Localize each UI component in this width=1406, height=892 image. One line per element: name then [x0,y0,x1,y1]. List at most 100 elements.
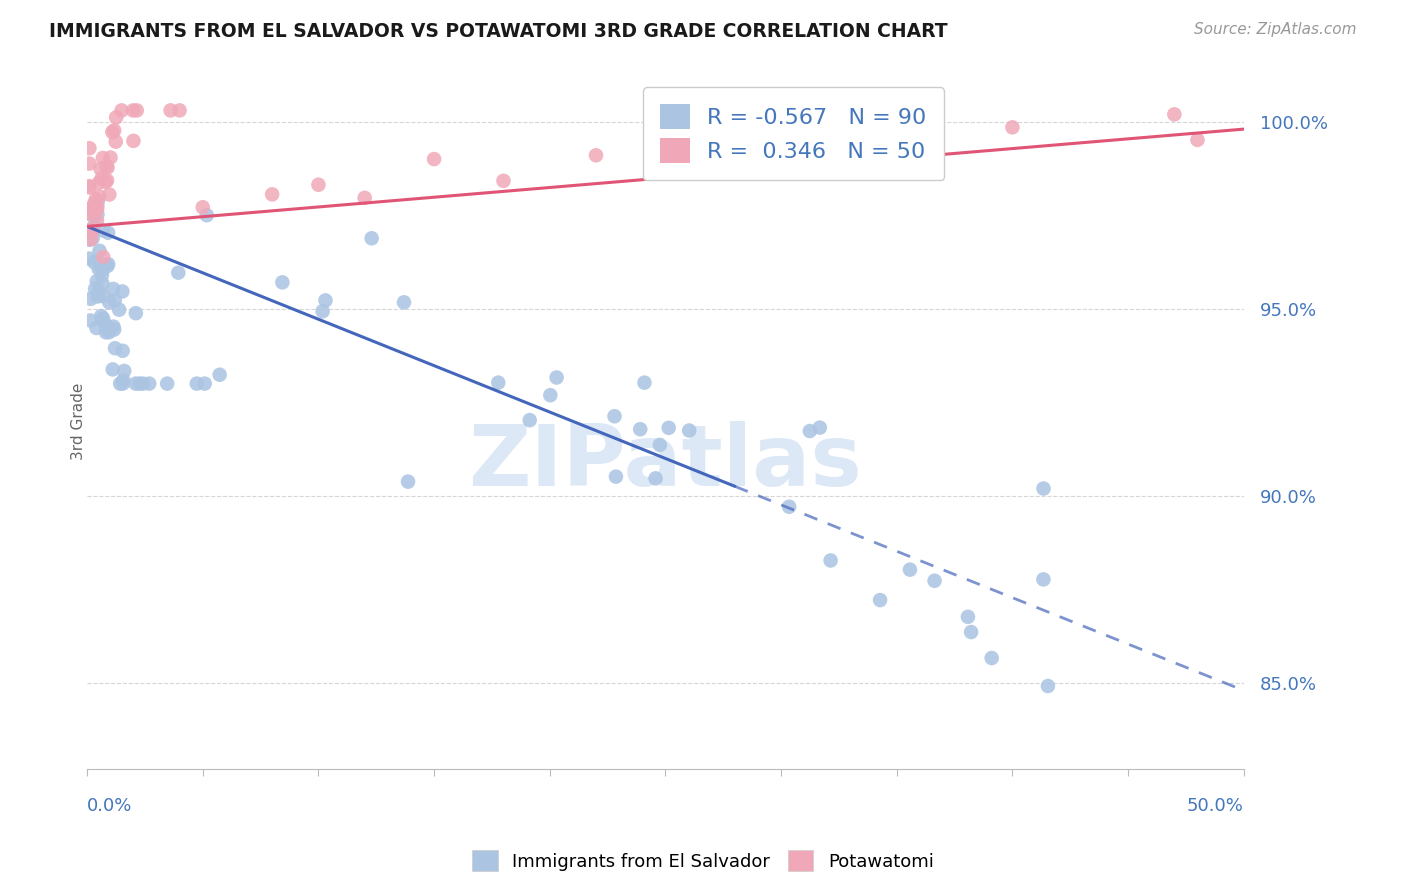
Point [91,311,114,326]
Point [396,475,419,489]
Point [167,266,190,280]
Point [104,341,127,355]
Point [86,202,108,217]
Point [898,563,921,577]
Point [111,343,134,358]
Point [546,370,568,384]
Point [87,261,110,276]
Text: ZIPatlas: ZIPatlas [468,421,862,504]
Point [101,125,124,139]
Text: IMMIGRANTS FROM EL SALVADOR VS POTAWATOMI 3RD GRADE CORRELATION CHART: IMMIGRANTS FROM EL SALVADOR VS POTAWATOM… [49,22,948,41]
Point [1187,133,1209,147]
Point [91,289,114,303]
Point [111,285,134,299]
Point [87,176,110,190]
Point [112,364,135,378]
Legend: R = -0.567   N = 90, R =  0.346   N = 50: R = -0.567 N = 90, R = 0.346 N = 50 [643,87,943,180]
Point [644,471,666,485]
Point [87,194,110,209]
Point [980,651,1002,665]
Point [1036,679,1059,693]
Point [124,376,146,391]
Point [1001,120,1024,135]
Point [98,187,121,202]
Point [122,134,145,148]
Point [103,319,125,334]
Point [112,373,135,387]
Point [1163,107,1185,121]
Point [628,422,651,436]
Point [138,376,160,391]
Point [486,376,509,390]
Point [778,500,800,514]
Point [191,200,214,214]
Point [91,277,114,291]
Point [603,409,626,424]
Point [700,156,723,170]
Point [108,376,131,391]
Point [111,103,134,118]
Point [186,376,208,391]
Point [103,282,125,296]
Point [956,609,979,624]
Point [89,189,111,203]
Point [94,326,117,340]
Point [799,424,821,438]
Point [79,156,101,170]
Point [86,321,108,335]
Point [353,191,375,205]
Point [585,148,607,162]
Point [808,420,831,434]
Point [103,322,125,336]
Point [79,252,101,266]
Point [101,362,124,376]
Point [94,259,117,273]
Point [538,388,561,402]
Point [262,187,284,202]
Point [605,469,627,483]
Point [98,295,121,310]
Y-axis label: 3rd Grade: 3rd Grade [72,383,86,459]
Point [79,179,101,194]
Point [83,196,105,211]
Point [960,625,983,640]
Point [195,208,218,222]
Point [820,553,842,567]
Point [1032,573,1054,587]
Point [633,376,655,390]
Point [90,258,112,272]
Point [91,313,114,327]
Point [79,204,101,219]
Point [79,206,101,220]
Point [108,302,131,317]
Point [128,376,150,391]
Point [97,257,120,271]
Point [678,424,700,438]
Point [86,207,108,221]
Point [122,103,145,118]
Point [169,103,191,118]
Point [96,160,118,174]
Point [83,255,105,269]
Point [79,233,101,247]
Point [87,285,110,299]
Point [104,135,127,149]
Point [100,151,122,165]
Point [79,313,101,327]
Text: 0.0%: 0.0% [87,797,132,815]
Point [314,293,336,308]
Point [79,180,101,194]
Point [311,304,333,318]
Point [360,231,382,245]
Point [90,309,112,323]
Point [159,103,181,118]
Point [156,376,179,391]
Point [815,136,838,150]
Point [80,202,103,216]
Point [86,213,108,227]
Point [132,376,155,391]
Point [97,325,120,339]
Point [94,175,117,189]
Point [86,274,108,288]
Point [492,174,515,188]
